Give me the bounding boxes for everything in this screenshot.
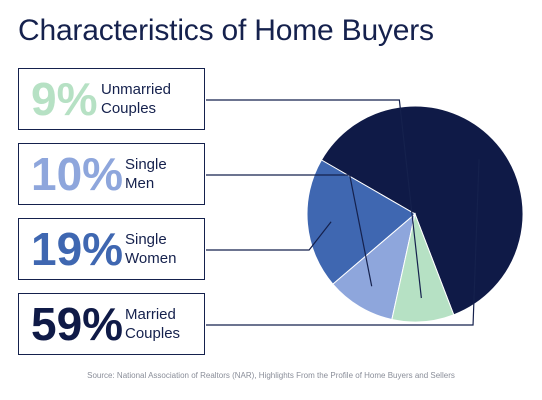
- label-line1-single-men: Single: [125, 156, 167, 173]
- label-text-unmarried-couples: Unmarried Couples: [101, 80, 171, 118]
- leader-line-single-men: [206, 174, 373, 287]
- leader-line-single-women: [206, 221, 332, 251]
- source-note: Source: National Association of Realtors…: [87, 371, 455, 380]
- leader-line-married-couples: [206, 159, 480, 326]
- pie-slice-unmarried-couples: [391, 212, 455, 323]
- leader-line-unmarried-couples: [206, 99, 422, 299]
- label-line1-married-couples: Married: [125, 306, 176, 323]
- pie-slice-single-women: [306, 159, 416, 285]
- label-text-single-men: Single Men: [125, 155, 167, 193]
- label-line1-unmarried-couples: Unmarried: [101, 81, 172, 98]
- label-line2-single-women: Women: [125, 250, 177, 267]
- chart-title: Characteristics of Home Buyers: [18, 14, 434, 47]
- label-text-single-women: Single Women: [125, 230, 176, 268]
- label-card-married-couples: 59% Married Couples: [18, 293, 205, 355]
- label-line2-unmarried-couples: Couples: [101, 100, 157, 117]
- label-pct-unmarried-couples: 9%: [31, 73, 98, 125]
- label-line2-married-couples: Couples: [125, 325, 181, 342]
- label-pct-single-men: 10%: [31, 148, 124, 200]
- label-card-single-women: 19% Single Women: [18, 218, 205, 280]
- label-pct-single-women: 19%: [31, 223, 124, 275]
- label-card-unmarried-couples: 9% Unmarried Couples: [18, 68, 205, 130]
- pie-slice-single-men: [332, 212, 416, 321]
- label-line1-single-women: Single: [125, 231, 167, 248]
- label-text-married-couples: Married Couples: [125, 305, 180, 343]
- label-pct-married-couples: 59%: [31, 298, 124, 350]
- pie-slice-married-couples: [320, 105, 524, 316]
- label-line2-single-men: Men: [125, 175, 155, 192]
- label-card-single-men: 10% Single Men: [18, 143, 205, 205]
